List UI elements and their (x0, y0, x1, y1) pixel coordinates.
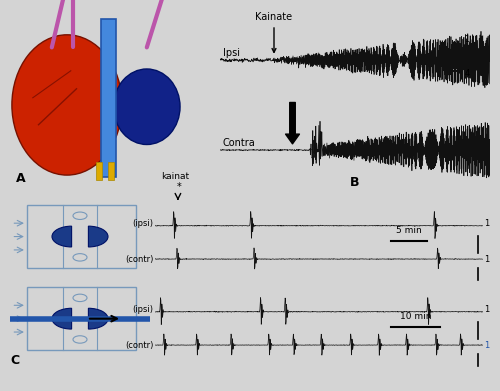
Text: (ipsi): (ipsi) (132, 219, 154, 228)
Text: 1: 1 (484, 219, 490, 228)
Ellipse shape (114, 69, 180, 145)
Text: A: A (16, 172, 26, 185)
Wedge shape (88, 308, 108, 329)
Text: (contr): (contr) (125, 255, 154, 264)
Text: 5 min: 5 min (396, 226, 421, 235)
Text: 1: 1 (484, 255, 490, 264)
Bar (96, 163, 102, 181)
Text: (ipsi): (ipsi) (132, 305, 154, 314)
Text: C: C (10, 353, 19, 367)
Text: Contra: Contra (222, 138, 256, 147)
Text: (contr): (contr) (125, 341, 154, 350)
Text: 10 min: 10 min (400, 312, 431, 321)
Ellipse shape (12, 35, 122, 175)
Text: Kainate: Kainate (256, 12, 292, 52)
Bar (108, 163, 114, 181)
Text: 1: 1 (484, 305, 490, 314)
Wedge shape (52, 226, 72, 247)
Text: 1: 1 (484, 341, 490, 350)
Text: Ipsi: Ipsi (222, 48, 240, 57)
Text: B: B (350, 176, 359, 189)
Text: kainat: kainat (161, 172, 190, 181)
Text: 1: 1 (464, 35, 469, 44)
Wedge shape (52, 308, 72, 329)
Text: *: * (176, 182, 182, 192)
Text: 4: 4 (464, 69, 469, 79)
Bar (101, 19, 116, 177)
Wedge shape (88, 226, 108, 247)
